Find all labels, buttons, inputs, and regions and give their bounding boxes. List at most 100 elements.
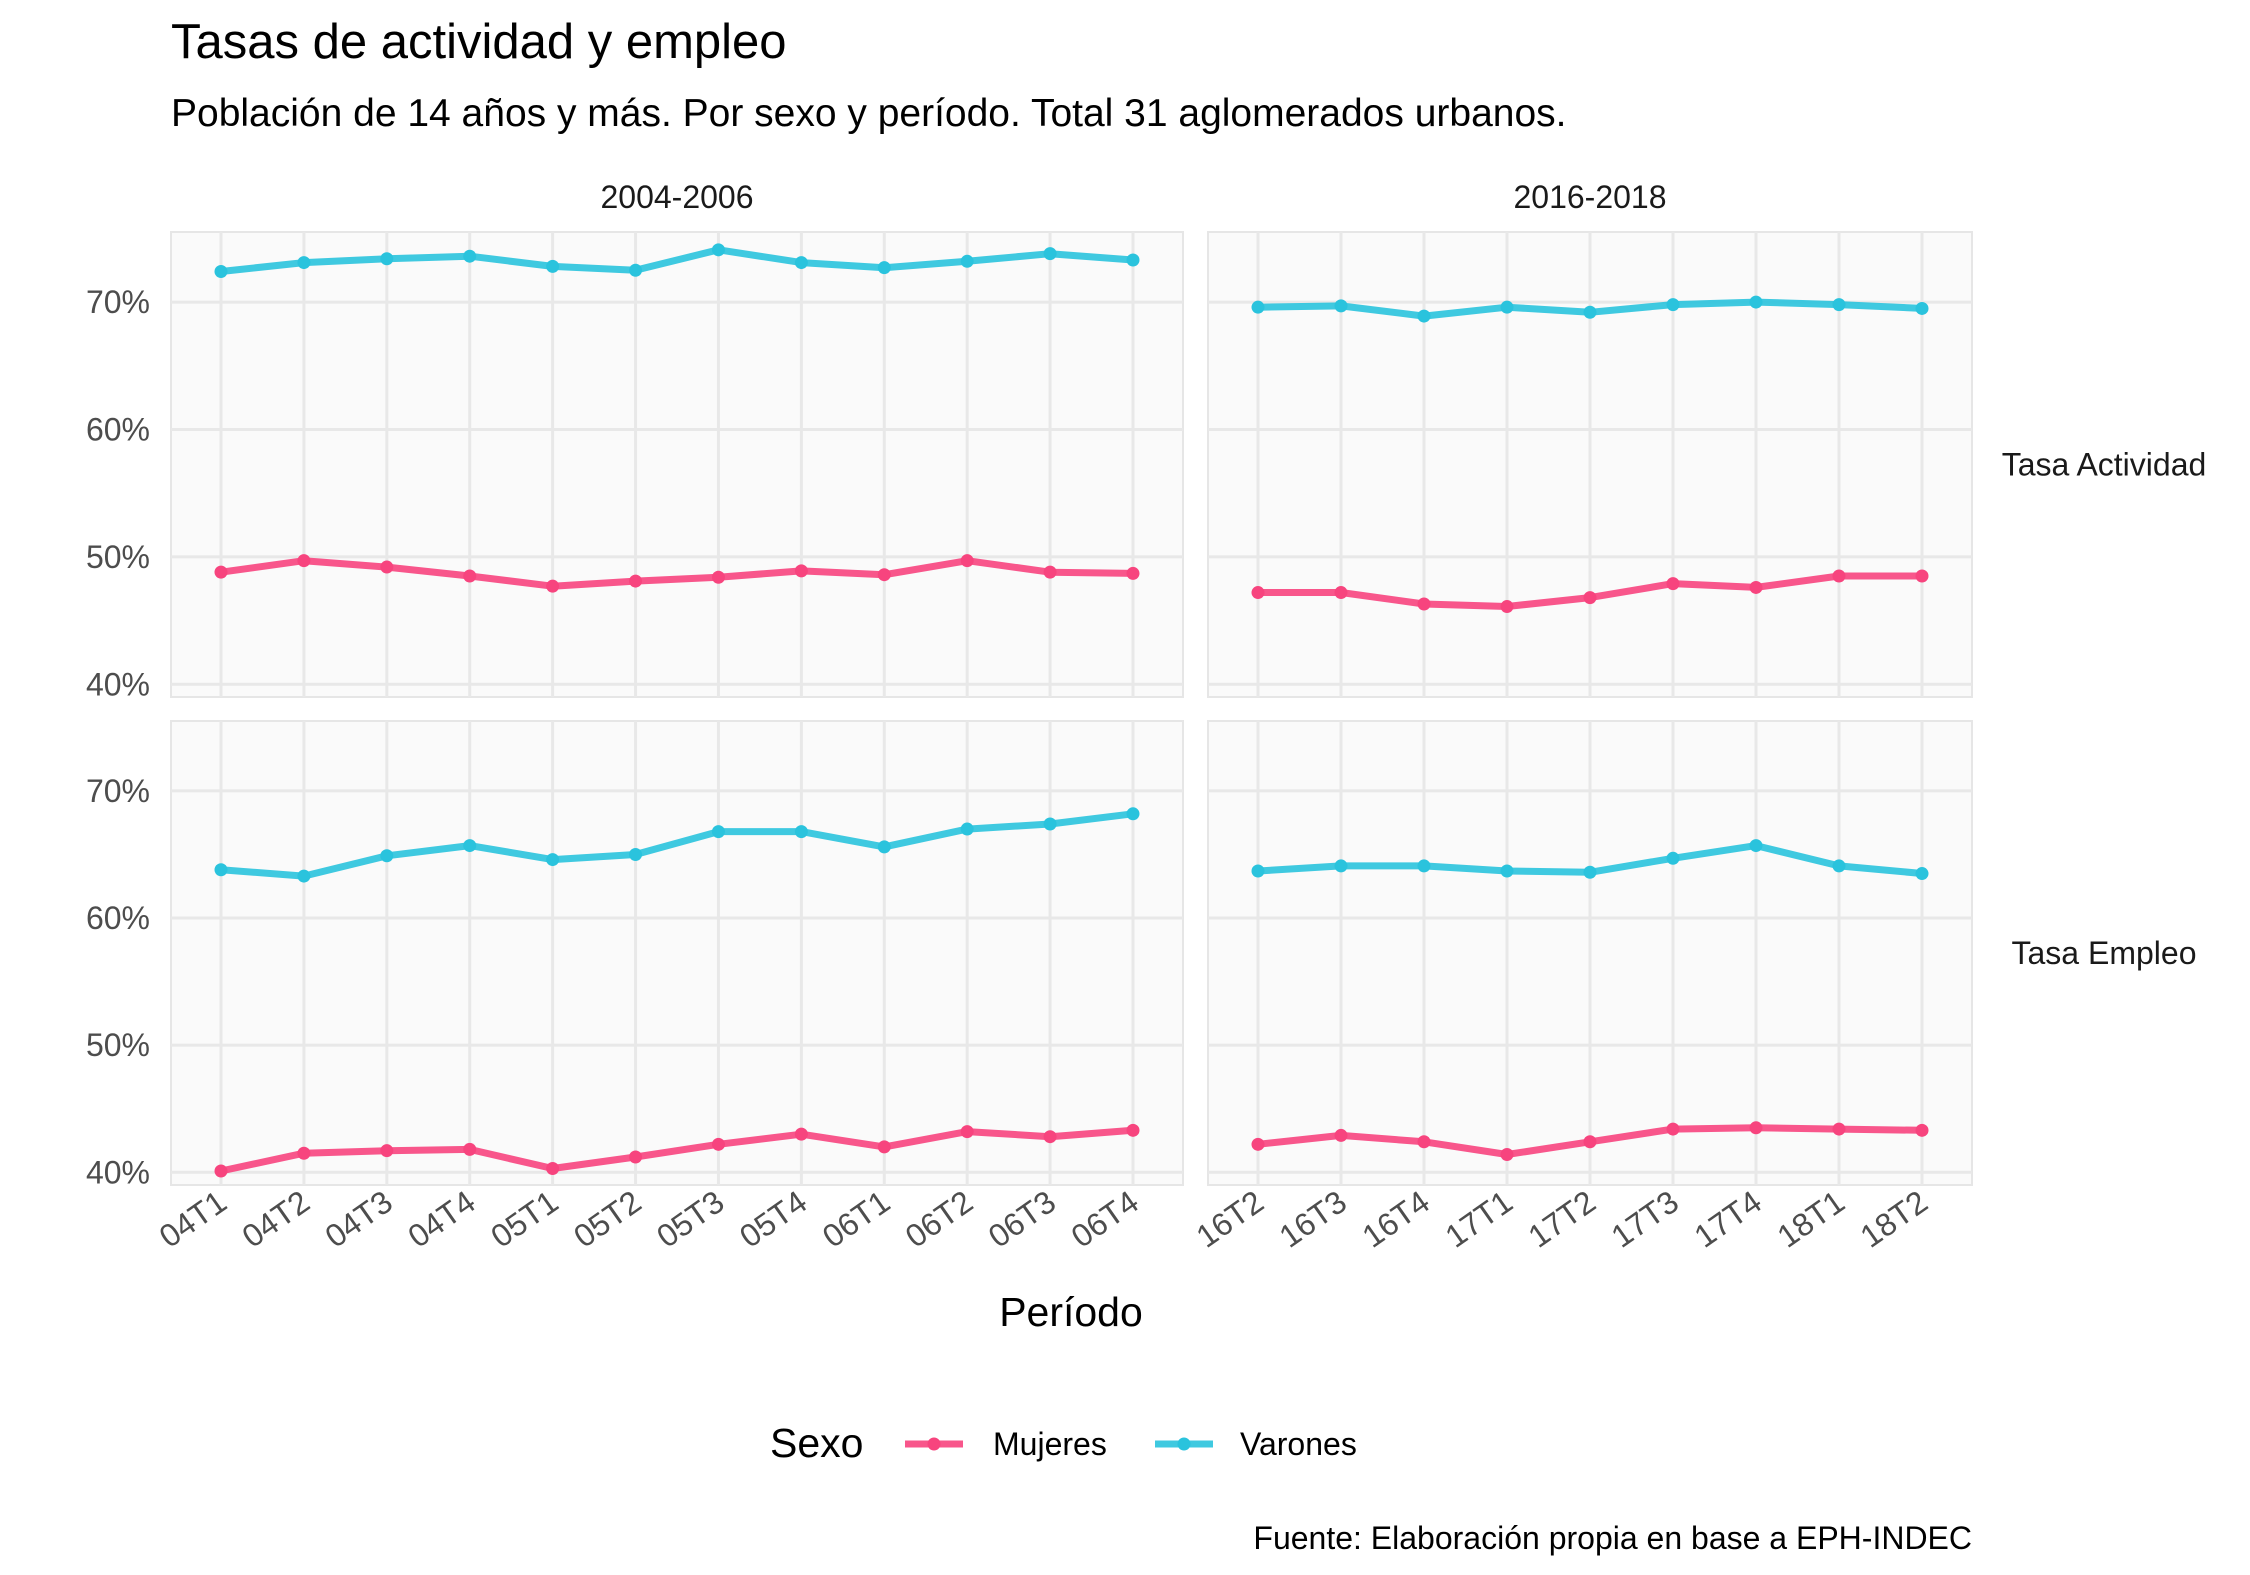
caption: Fuente: Elaboración propia en base a EPH… bbox=[1253, 1520, 1972, 1556]
x-tick-label: 06T4 bbox=[1065, 1183, 1145, 1254]
data-point-varones bbox=[1251, 864, 1265, 878]
row-strip-label: Tasa Actividad bbox=[2002, 447, 2207, 483]
data-point-mujeres bbox=[1334, 586, 1348, 600]
data-point-mujeres bbox=[463, 1142, 477, 1156]
x-tick-label: 16T4 bbox=[1356, 1183, 1436, 1254]
data-point-varones bbox=[877, 840, 891, 854]
data-point-mujeres bbox=[214, 565, 228, 579]
data-point-varones bbox=[1126, 253, 1140, 267]
x-tick-label: 17T1 bbox=[1439, 1183, 1519, 1254]
panel-background bbox=[170, 720, 1184, 1186]
data-point-mujeres bbox=[1251, 586, 1265, 600]
data-point-mujeres bbox=[629, 1150, 643, 1164]
data-point-varones bbox=[629, 847, 643, 861]
y-tick-label: 40% bbox=[86, 1154, 150, 1190]
row-strip-label: Tasa Empleo bbox=[2012, 935, 2197, 971]
data-point-mujeres bbox=[1500, 1147, 1514, 1161]
data-point-mujeres bbox=[629, 574, 643, 588]
data-point-varones bbox=[1043, 817, 1057, 831]
x-tick-label: 05T2 bbox=[567, 1183, 647, 1254]
y-tick-label: 70% bbox=[86, 284, 150, 320]
y-tick-label: 40% bbox=[86, 666, 150, 702]
x-axis-title: Período bbox=[999, 1289, 1143, 1335]
legend-key-point bbox=[1177, 1437, 1191, 1451]
data-point-varones bbox=[546, 259, 560, 273]
data-point-mujeres bbox=[794, 1127, 808, 1141]
data-point-varones bbox=[1583, 305, 1597, 319]
data-point-mujeres bbox=[1251, 1137, 1265, 1151]
data-point-varones bbox=[1915, 867, 1929, 881]
legend: Mujeres Varones bbox=[905, 1426, 1357, 1462]
data-point-varones bbox=[711, 243, 725, 257]
data-point-varones bbox=[1334, 859, 1348, 873]
data-point-mujeres bbox=[1915, 1123, 1929, 1137]
x-tick-label: 05T3 bbox=[650, 1183, 730, 1254]
data-point-mujeres bbox=[463, 569, 477, 583]
data-point-varones bbox=[877, 261, 891, 275]
legend-title: Sexo bbox=[770, 1420, 863, 1466]
data-point-varones bbox=[1749, 839, 1763, 853]
data-point-mujeres bbox=[1043, 1130, 1057, 1144]
data-point-mujeres bbox=[960, 1125, 974, 1139]
data-point-varones bbox=[1500, 864, 1514, 878]
x-tick-label: 16T2 bbox=[1190, 1183, 1270, 1254]
data-point-varones bbox=[1666, 851, 1680, 865]
x-tick-label: 05T4 bbox=[733, 1183, 813, 1254]
data-point-mujeres bbox=[380, 560, 394, 574]
data-point-varones bbox=[1832, 298, 1846, 312]
x-tick-label: 04T2 bbox=[236, 1183, 316, 1254]
legend-item-mujeres: Mujeres bbox=[905, 1426, 1107, 1462]
data-point-mujeres bbox=[794, 564, 808, 578]
x-tick-label: 06T3 bbox=[982, 1183, 1062, 1254]
panel-1-1 bbox=[1207, 720, 1973, 1186]
data-point-mujeres bbox=[1126, 566, 1140, 580]
data-point-mujeres bbox=[297, 1146, 311, 1160]
data-point-varones bbox=[1500, 300, 1514, 314]
data-point-varones bbox=[960, 822, 974, 836]
y-tick-label: 50% bbox=[86, 1027, 150, 1063]
x-tick-label: 06T1 bbox=[816, 1183, 896, 1254]
panel-0-1 bbox=[1207, 231, 1973, 698]
data-point-mujeres bbox=[1043, 565, 1057, 579]
x-tick-label: 17T2 bbox=[1522, 1183, 1602, 1254]
y-tick-label: 60% bbox=[86, 411, 150, 447]
data-point-varones bbox=[1126, 807, 1140, 821]
x-tick-label: 05T1 bbox=[484, 1183, 564, 1254]
series-line-varones bbox=[217, 810, 1137, 880]
series-line-varones bbox=[217, 246, 1137, 275]
y-tick-label: 50% bbox=[86, 539, 150, 575]
data-point-mujeres bbox=[546, 579, 560, 593]
data-point-mujeres bbox=[711, 1137, 725, 1151]
data-point-varones bbox=[1334, 299, 1348, 313]
data-point-varones bbox=[297, 869, 311, 883]
chart-title: Tasas de actividad y empleo bbox=[171, 15, 787, 69]
panel-0-0 bbox=[170, 231, 1184, 698]
column-strip-label: 2016-2018 bbox=[1513, 179, 1666, 215]
data-point-varones bbox=[1915, 301, 1929, 315]
data-point-mujeres bbox=[1417, 1135, 1431, 1149]
data-point-varones bbox=[1043, 247, 1057, 261]
data-point-varones bbox=[546, 853, 560, 867]
data-point-varones bbox=[463, 839, 477, 853]
data-point-varones bbox=[794, 256, 808, 270]
data-point-varones bbox=[1749, 295, 1763, 309]
legend-label: Mujeres bbox=[993, 1426, 1107, 1462]
data-point-varones bbox=[960, 254, 974, 268]
x-tick-label: 18T1 bbox=[1771, 1183, 1851, 1254]
legend-item-varones: Varones bbox=[1155, 1426, 1357, 1462]
data-point-mujeres bbox=[1583, 591, 1597, 605]
data-point-mujeres bbox=[877, 568, 891, 582]
data-point-varones bbox=[1666, 298, 1680, 312]
data-point-varones bbox=[1251, 300, 1265, 314]
data-point-mujeres bbox=[1666, 577, 1680, 591]
data-point-mujeres bbox=[1334, 1128, 1348, 1142]
x-tick-label: 17T4 bbox=[1688, 1183, 1768, 1254]
data-point-varones bbox=[1583, 865, 1597, 879]
x-tick-label: 04T1 bbox=[153, 1183, 233, 1254]
data-point-mujeres bbox=[1832, 1122, 1846, 1136]
data-point-mujeres bbox=[960, 554, 974, 568]
data-point-varones bbox=[380, 252, 394, 266]
data-point-varones bbox=[711, 825, 725, 839]
data-point-mujeres bbox=[1666, 1122, 1680, 1136]
